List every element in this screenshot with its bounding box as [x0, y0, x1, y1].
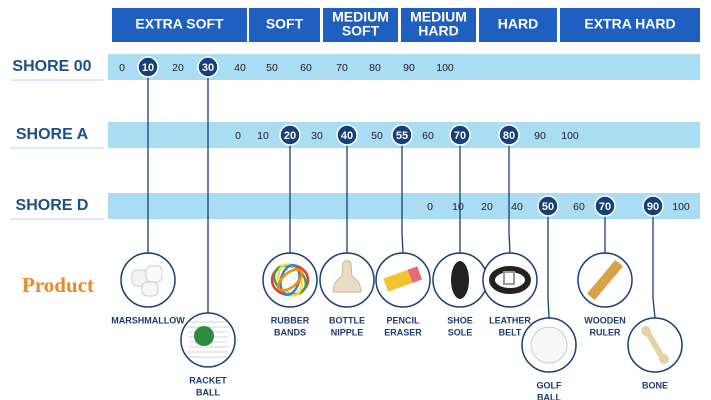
tick-circle: [449, 124, 471, 146]
tick-label: 40: [234, 62, 246, 74]
tick-label: 50: [266, 62, 278, 74]
tick-label: 30: [311, 130, 323, 142]
product-label: BELT: [499, 327, 522, 337]
connector-line: [652, 206, 656, 319]
icon: [451, 261, 469, 299]
tick-label: 80: [369, 62, 381, 74]
tick-label: 10: [452, 201, 464, 213]
icon: [194, 326, 214, 346]
header-label: HARD: [418, 23, 458, 39]
header-cell: [249, 8, 320, 42]
icon: [407, 266, 422, 283]
tick-label: 90: [534, 130, 546, 142]
tick-label: 100: [436, 62, 454, 74]
icon: [145, 265, 163, 283]
tick-label: 40: [511, 201, 523, 213]
header-label: EXTRA SOFT: [135, 16, 224, 32]
header-cell: [560, 8, 700, 42]
tick-label: 40: [341, 130, 353, 142]
product-label: RACKET: [189, 375, 227, 385]
tick-circle: [279, 124, 301, 146]
tick-label: 60: [573, 201, 585, 213]
tick-label: 50: [371, 130, 383, 142]
tick-label: 70: [454, 130, 466, 142]
icon: [659, 354, 669, 364]
tick-circle: [391, 124, 413, 146]
product-heading: Product: [22, 273, 94, 297]
product-circle: [262, 252, 318, 308]
icon: [277, 268, 303, 292]
product-label: GOLF: [537, 380, 562, 390]
product-label: RULER: [590, 327, 621, 337]
product-label: PENCIL: [386, 315, 420, 325]
tick-label: 20: [481, 201, 493, 213]
product-label: SOLE: [448, 327, 473, 337]
tick-circle: [594, 195, 616, 217]
tick-label: 20: [284, 130, 296, 142]
tick-label: 30: [202, 62, 214, 74]
header-label: MEDIUM: [332, 9, 389, 25]
connector-line: [401, 135, 404, 254]
tick-label: 50: [542, 201, 554, 213]
product-label: WOODEN: [584, 315, 626, 325]
tick-label: 100: [672, 201, 690, 213]
tick-label: 70: [336, 62, 348, 74]
tick-label: 70: [599, 201, 611, 213]
tick-circle: [498, 124, 520, 146]
tick-label: 0: [119, 62, 125, 74]
header-cell: [401, 8, 476, 42]
scale-label: SHORE D: [16, 197, 89, 214]
header-cell: [112, 8, 247, 42]
header-label: EXTRA HARD: [584, 16, 675, 32]
product-label: RUBBER: [271, 315, 310, 325]
tick-label: 0: [235, 130, 241, 142]
icon: [530, 326, 568, 364]
header-cell: [479, 8, 557, 42]
tick-label: 20: [172, 62, 184, 74]
icon: [332, 260, 362, 293]
tick-label: 10: [257, 130, 269, 142]
tick-label: 90: [403, 62, 415, 74]
icon: [641, 326, 651, 336]
tick-label: 60: [422, 130, 434, 142]
tick-circle: [197, 56, 219, 78]
header-label: SOFT: [342, 23, 380, 39]
icon: [489, 266, 531, 294]
tick-circle: [642, 195, 664, 217]
product-label: LEATHER: [489, 315, 531, 325]
header-label: SOFT: [266, 16, 304, 32]
scale-label: SHORE A: [16, 126, 89, 143]
tick-label: 10: [142, 62, 154, 74]
product-label: BOTTLE: [329, 315, 365, 325]
product-label: MARSHMALLOW: [111, 315, 185, 325]
product-label: BALL: [196, 387, 220, 397]
product-label: BALL: [537, 392, 561, 400]
icon: [141, 281, 159, 297]
header-label: HARD: [498, 16, 538, 32]
scale-label: SHORE 00: [12, 58, 91, 75]
icon: [587, 259, 623, 301]
product-label: NIPPLE: [331, 327, 364, 337]
header-cell: [323, 8, 398, 42]
product-circle: [482, 252, 538, 308]
tick-circle: [537, 195, 559, 217]
product-label: SHOE: [447, 315, 473, 325]
tick-label: 60: [300, 62, 312, 74]
header-label: MEDIUM: [410, 9, 467, 25]
tick-circle: [336, 124, 358, 146]
tick-label: 90: [647, 201, 659, 213]
icon: [503, 271, 515, 285]
tick-label: 0: [427, 201, 433, 213]
product-label: ERASER: [384, 327, 422, 337]
tick-circle: [137, 56, 159, 78]
connector-line: [547, 206, 550, 319]
product-label: BONE: [642, 380, 668, 390]
tick-label: 55: [396, 130, 408, 142]
product-label: BANDS: [274, 327, 306, 337]
tick-label: 100: [561, 130, 579, 142]
tick-label: 80: [503, 130, 515, 142]
icon: [644, 329, 666, 361]
connector-line: [508, 135, 511, 254]
